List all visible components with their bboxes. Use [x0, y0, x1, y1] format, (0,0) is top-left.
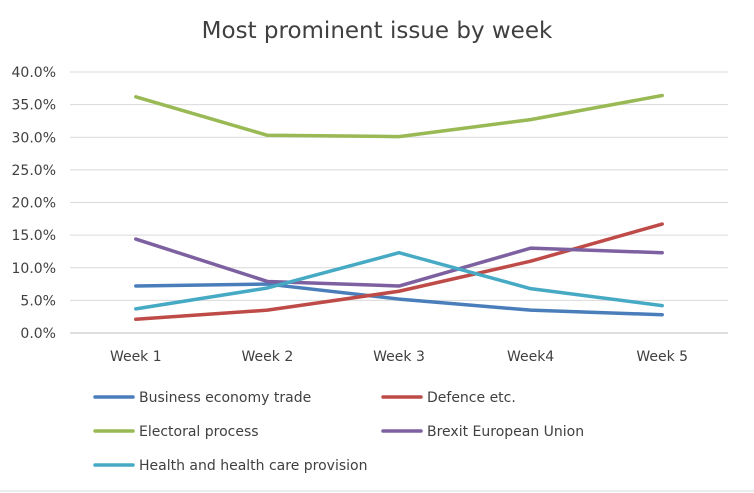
legend: Business economy trade Defence etc. Electo… — [93, 390, 584, 474]
legend-item: Health and health care provision — [93, 458, 367, 474]
y-tick-label: 40.0% — [12, 65, 56, 81]
series-line — [134, 250, 664, 311]
x-tick-label: Week 5 — [636, 349, 688, 365]
y-tick-label: 20.0% — [12, 196, 56, 212]
gridlines — [70, 71, 728, 334]
x-tick-label: Week 3 — [373, 349, 425, 365]
chart-title: Most prominent issue by week — [202, 18, 553, 44]
series-line — [134, 93, 664, 139]
legend-item: Defence etc. — [381, 390, 516, 406]
y-tick-label: 10.0% — [12, 261, 56, 277]
legend-label: Defence etc. — [427, 390, 516, 406]
series-line — [134, 282, 664, 317]
x-tick-label: Week 2 — [242, 349, 294, 365]
y-tick-label: 30.0% — [12, 130, 56, 146]
legend-item: Brexit European Union — [381, 424, 584, 440]
y-axis-ticks: 0.0% 5.0% 10.0% 15.0% 20.0% 25.0% 30.0% 35.0% 40… — [12, 65, 56, 342]
x-axis-ticks: Week 1 Week 2 Week 3 Week4 Week 5 — [110, 349, 688, 365]
x-tick-label: Week 1 — [110, 349, 162, 365]
y-tick-label: 0.0% — [20, 326, 56, 342]
series-lines — [134, 93, 664, 322]
legend-label: Brexit European Union — [427, 424, 584, 440]
legend-label: Health and health care provision — [139, 458, 367, 474]
series-line — [134, 222, 664, 322]
series-line — [134, 237, 664, 288]
legend-label: Business economy trade — [139, 390, 311, 406]
y-tick-label: 15.0% — [12, 228, 56, 244]
y-tick-label: 35.0% — [12, 98, 56, 114]
y-tick-label: 5.0% — [20, 293, 56, 309]
x-tick-label: Week4 — [507, 349, 554, 365]
legend-item: Business economy trade — [93, 390, 311, 406]
y-tick-label: 25.0% — [12, 163, 56, 179]
legend-label: Electoral process — [139, 424, 259, 440]
legend-item: Electoral process — [93, 424, 259, 440]
